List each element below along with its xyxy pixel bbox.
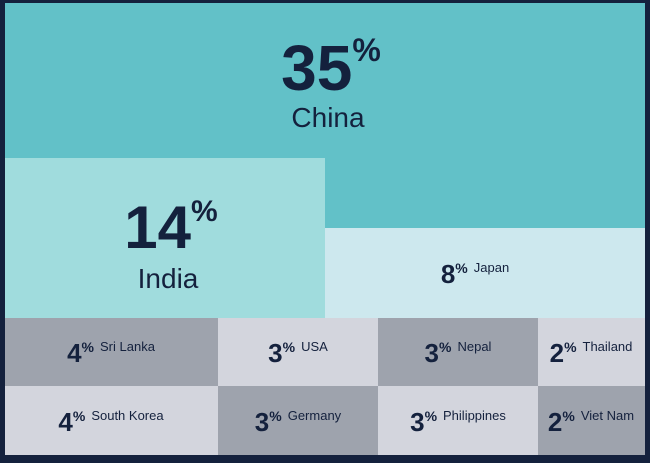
value-number: 8 [441,259,455,289]
value-unit: % [425,408,438,424]
tile [218,386,378,455]
value-label: 3% Philippines [410,407,506,437]
tile [5,3,645,228]
value-unit: % [269,408,282,424]
value-number: 4 [58,407,73,437]
value-number: 3 [425,338,439,368]
value-unit: % [352,32,380,68]
value-label: 3% USA [268,338,328,368]
value-label: 2% Thailand [550,338,633,368]
tile [5,386,218,455]
category-label: South Korea [91,408,164,423]
value-number: 3 [255,407,269,437]
value-number: 14 [124,194,191,261]
category-label: China [291,102,365,133]
category-label: Philippines [443,408,506,423]
value-label: 8% Japan [441,259,509,289]
value-label: 14% [124,194,217,261]
value-unit: % [455,260,468,276]
tile [5,158,325,318]
value-label: 3% Nepal [425,338,492,368]
category-label: Japan [474,260,509,275]
value-unit: % [564,339,577,355]
tile [378,318,538,386]
value-unit: % [73,408,86,424]
value-label: 4% Sri Lanka [67,338,156,368]
tile [538,318,645,386]
category-label: Thailand [583,339,633,354]
value-unit: % [82,339,95,355]
value-number: 2 [548,407,562,437]
value-unit: % [439,339,452,355]
value-unit: % [562,408,575,424]
value-unit: % [283,339,296,355]
category-label: Nepal [457,339,491,354]
value-number: 3 [410,407,424,437]
tile [5,318,218,386]
value-unit: % [191,195,218,228]
tile [218,318,378,386]
value-number: 4 [67,338,82,368]
value-number: 3 [268,338,282,368]
category-label: Germany [288,408,342,423]
value-number: 35 [281,32,352,104]
value-label: 3% Germany [255,407,342,437]
category-label: Viet Nam [581,408,634,423]
category-label: Sri Lanka [100,339,156,354]
category-label: India [138,263,199,294]
category-label: USA [301,339,328,354]
tile [325,228,645,318]
value-label: 4% South Korea [58,407,164,437]
tile [538,386,645,455]
value-label: 2% Viet Nam [548,407,634,437]
value-label: 35% [281,32,381,104]
tile [378,386,538,455]
value-number: 2 [550,338,564,368]
